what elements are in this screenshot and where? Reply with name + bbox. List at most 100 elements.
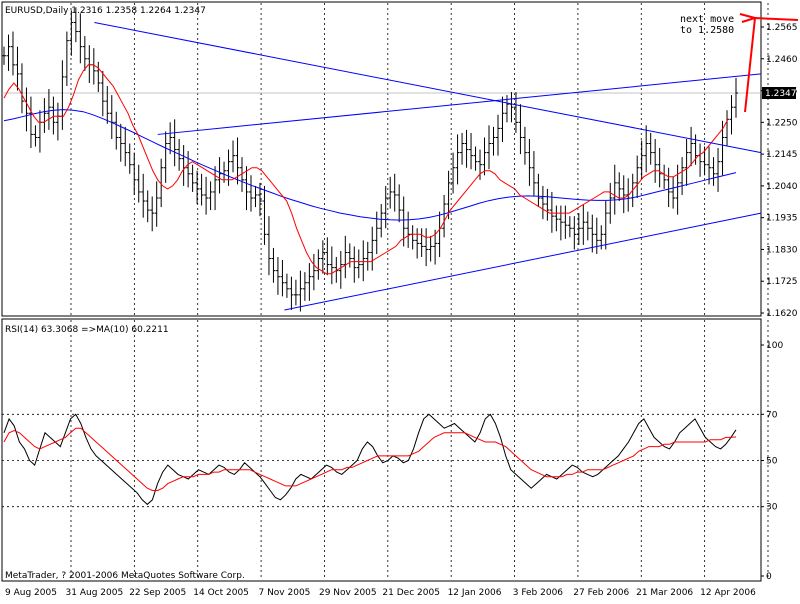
price-bar <box>648 132 653 165</box>
rsi-axis: 100 70 50 30 0 <box>761 341 783 582</box>
price-bar <box>284 273 289 298</box>
price-bar <box>522 126 527 165</box>
price-bar <box>370 226 375 271</box>
price-bar <box>518 104 523 155</box>
current-price-box <box>762 87 796 99</box>
price-bar <box>159 158 164 208</box>
date-tick-label: 12 Jan 2006 <box>448 588 502 598</box>
price-bar <box>240 157 245 192</box>
rsi-panel <box>1 318 762 582</box>
trendline <box>157 73 762 135</box>
price-bar <box>186 151 191 188</box>
price-bar <box>487 125 492 170</box>
price-bar <box>469 132 474 170</box>
price-bar <box>563 205 568 239</box>
price-bar <box>675 164 680 215</box>
price-bar <box>114 111 119 150</box>
price-bar <box>19 63 24 114</box>
date-tick-label: 9 Aug 2005 <box>5 588 57 598</box>
price-bar <box>141 173 146 218</box>
price-bar <box>635 155 640 198</box>
price-bar <box>118 123 123 162</box>
price-bar <box>123 126 128 167</box>
price-bar <box>460 132 465 165</box>
price-bar <box>657 148 662 188</box>
price-bar <box>195 170 200 205</box>
price-bar <box>379 204 384 238</box>
price-bar <box>199 173 204 206</box>
price-bar <box>6 34 11 71</box>
ma-slow-line <box>3 109 737 221</box>
price-bar <box>338 250 343 289</box>
price-bar <box>150 196 155 232</box>
ma-fast-line <box>3 64 729 275</box>
price-bar <box>451 152 456 194</box>
price-bar <box>585 211 590 241</box>
annotation-line-2: to 1.2580 <box>680 25 734 36</box>
price-tick-label: 1.1830 <box>766 245 798 255</box>
price-bar <box>343 235 348 279</box>
price-bar <box>352 246 357 283</box>
price-bar <box>2 46 6 65</box>
price-bar <box>554 205 559 232</box>
price-bar <box>105 86 110 124</box>
rsi-grid <box>2 320 769 580</box>
price-grid <box>2 3 769 315</box>
price-bar <box>442 194 447 238</box>
date-tick-label: 21 Mar 2006 <box>636 588 693 598</box>
price-bar <box>495 114 500 156</box>
price-bar <box>307 263 312 301</box>
price-bar <box>204 176 209 215</box>
price-bar <box>10 31 15 76</box>
price-tick-label: 1.2565 <box>766 23 798 33</box>
annotation-line-1: next move <box>680 14 734 25</box>
price-tick-label: 1.2250 <box>766 118 798 128</box>
price-bar <box>329 246 334 285</box>
date-tick-label: 22 Sep 2005 <box>129 588 186 598</box>
price-bar <box>455 134 460 185</box>
price-bar <box>311 253 316 291</box>
price-bar <box>639 140 644 179</box>
price-bar <box>248 175 253 212</box>
copyright-text: MetaTrader, ? 2001-2006 MetaQuotes Softw… <box>5 571 245 581</box>
price-bar <box>132 152 137 195</box>
price-bar <box>392 173 397 212</box>
price-bar <box>644 125 649 173</box>
price-bar <box>531 151 536 197</box>
price-bar <box>734 77 738 118</box>
price-bar <box>347 243 352 268</box>
price-bar <box>617 172 622 202</box>
price-bar <box>415 228 420 259</box>
price-tick-label: 1.2145 <box>766 150 798 160</box>
price-bar <box>208 181 213 211</box>
rsi-tick-label: 70 <box>766 410 778 420</box>
rsi-line <box>3 413 737 506</box>
price-bar <box>612 164 617 215</box>
price-bar <box>527 138 532 186</box>
price-bar <box>581 204 586 245</box>
price-bar <box>51 96 56 135</box>
price-bar <box>608 182 613 224</box>
price-bar <box>653 138 658 183</box>
price-bar <box>365 241 370 271</box>
price-bar <box>172 119 177 167</box>
price-bar <box>168 122 173 155</box>
price-bar <box>576 213 581 245</box>
price-bar <box>100 70 105 117</box>
price-bar <box>689 126 694 167</box>
price-bar <box>666 167 671 208</box>
price-bar <box>707 146 712 185</box>
price-bar <box>96 61 101 93</box>
rsi-tick-label: 50 <box>766 457 778 467</box>
price-bar <box>316 249 321 280</box>
price-header: EURUSD,Daily 1.2316 1.2358 1.2264 1.2347 <box>5 6 206 16</box>
price-bar <box>64 31 69 87</box>
price-bar <box>603 201 608 250</box>
price-bar <box>419 228 424 258</box>
price-bar <box>320 240 325 274</box>
price-bar <box>684 138 689 186</box>
price-bar <box>720 120 725 176</box>
price-bar <box>725 110 730 147</box>
price-bar <box>567 216 572 238</box>
